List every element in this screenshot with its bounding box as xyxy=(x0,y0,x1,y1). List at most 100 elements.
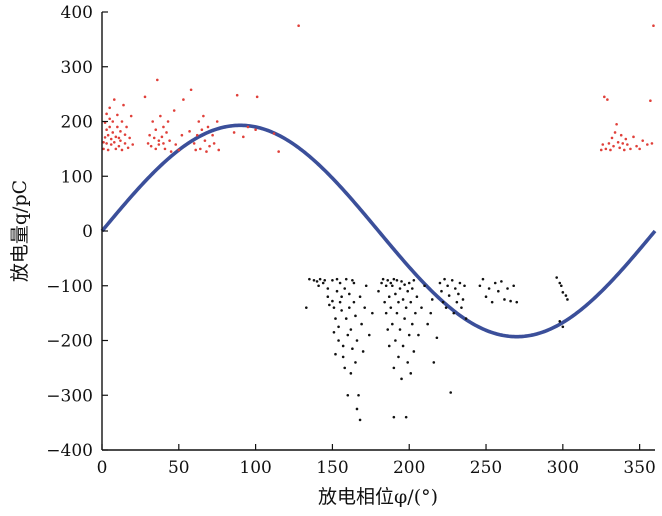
data-point xyxy=(391,284,394,288)
data-point xyxy=(338,300,342,304)
sine-curve xyxy=(100,123,657,339)
data-point xyxy=(403,283,406,286)
data-point xyxy=(389,281,393,285)
data-point xyxy=(348,306,351,309)
data-point xyxy=(111,120,115,123)
data-point xyxy=(412,278,416,282)
data-point xyxy=(635,144,638,148)
data-point xyxy=(500,280,503,283)
data-point xyxy=(346,333,350,337)
data-point xyxy=(417,333,420,337)
data-point xyxy=(354,361,357,364)
data-point xyxy=(386,328,390,331)
data-point xyxy=(447,294,451,297)
data-point xyxy=(632,135,635,139)
data-point xyxy=(515,300,519,304)
data-point xyxy=(343,366,347,370)
data-point xyxy=(392,277,396,281)
data-point xyxy=(352,300,356,304)
data-point xyxy=(641,139,645,142)
data-point xyxy=(415,295,419,299)
data-point xyxy=(112,141,116,144)
data-point xyxy=(423,284,426,288)
data-point xyxy=(337,325,340,329)
data-point xyxy=(649,99,652,102)
data-point xyxy=(484,295,488,299)
data-point xyxy=(149,144,153,148)
data-point xyxy=(117,144,121,148)
data-point xyxy=(406,361,409,364)
data-point xyxy=(255,95,259,99)
data-point xyxy=(646,143,649,146)
data-point xyxy=(177,148,181,152)
data-point xyxy=(112,98,116,101)
data-point xyxy=(404,415,408,419)
data-point xyxy=(626,143,629,146)
data-point xyxy=(323,278,327,282)
data-point xyxy=(384,284,388,288)
data-point xyxy=(334,352,337,356)
data-point xyxy=(317,284,320,288)
data-point xyxy=(380,281,383,285)
data-point xyxy=(341,344,345,348)
y-tick-label: −200 xyxy=(46,332,93,352)
data-point xyxy=(146,142,150,145)
data-point xyxy=(371,311,374,315)
data-point xyxy=(478,284,482,288)
data-point xyxy=(344,277,348,281)
data-point xyxy=(119,130,122,133)
data-point xyxy=(188,130,191,133)
data-point xyxy=(394,339,397,342)
data-point xyxy=(616,141,620,144)
data-point xyxy=(108,117,111,121)
x-tick-label: 150 xyxy=(316,458,348,478)
data-point xyxy=(143,95,147,99)
data-point xyxy=(192,142,196,145)
data-point xyxy=(114,135,118,139)
data-point xyxy=(412,350,416,353)
data-point xyxy=(449,391,453,394)
y-tick-label: 0 xyxy=(82,222,93,242)
data-point xyxy=(119,139,122,142)
data-point xyxy=(235,93,239,97)
data-point xyxy=(493,281,497,285)
data-point xyxy=(116,125,119,129)
data-point xyxy=(123,142,127,145)
data-point xyxy=(387,295,391,299)
data-point xyxy=(349,372,353,375)
data-point xyxy=(435,336,439,340)
data-point xyxy=(277,150,280,153)
data-point xyxy=(558,281,562,285)
data-point xyxy=(159,114,162,118)
data-point xyxy=(111,131,115,134)
data-point xyxy=(335,289,339,293)
data-point xyxy=(401,344,405,348)
data-point xyxy=(457,292,460,296)
data-point xyxy=(406,289,409,293)
data-point xyxy=(172,109,176,112)
data-point xyxy=(162,125,165,129)
data-point xyxy=(332,330,336,334)
data-point xyxy=(367,333,371,337)
data-point xyxy=(381,277,385,281)
data-point xyxy=(618,146,621,150)
data-point xyxy=(331,299,334,303)
data-point xyxy=(361,350,365,353)
data-point xyxy=(154,128,158,132)
data-point xyxy=(206,125,210,129)
data-point xyxy=(377,289,380,293)
data-point xyxy=(242,135,245,139)
data-point xyxy=(195,133,199,137)
data-point xyxy=(109,143,113,146)
data-point xyxy=(610,136,614,140)
data-point xyxy=(102,141,105,144)
data-point xyxy=(326,287,330,290)
data-point xyxy=(334,317,337,320)
data-point xyxy=(612,144,615,148)
data-point xyxy=(106,133,110,137)
data-point xyxy=(254,128,257,132)
data-point xyxy=(169,150,173,153)
data-point xyxy=(217,148,221,152)
data-point xyxy=(103,136,107,139)
data-point xyxy=(403,317,406,320)
